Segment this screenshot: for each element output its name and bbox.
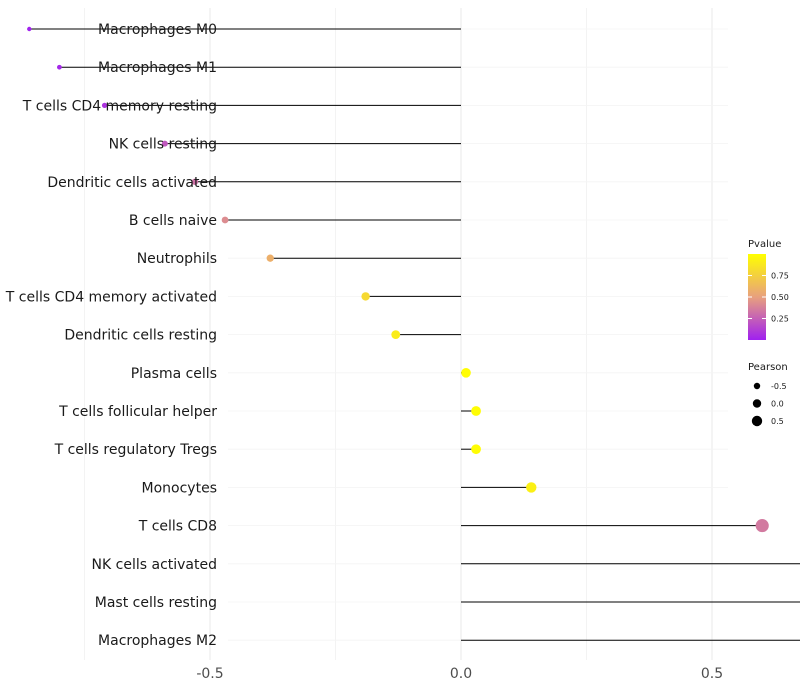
- lollipop-point: [57, 64, 62, 70]
- pearson-legend-dot: [753, 382, 761, 390]
- category-label: Dendritic cells resting: [64, 328, 217, 344]
- lollipop-point: [161, 140, 168, 147]
- category-label: Macrophages M0: [98, 22, 217, 38]
- pearson-legend-label: 0.0: [771, 400, 784, 409]
- category-label: T cells CD4 memory resting: [22, 98, 217, 114]
- pearson-legend-dot: [751, 415, 763, 427]
- category-label: Dendritic cells activated: [47, 175, 217, 191]
- lollipop-point: [471, 406, 481, 416]
- pearson-legend-label: -0.5: [771, 382, 787, 391]
- lollipop-point: [471, 444, 481, 455]
- category-label: T cells CD8: [138, 519, 217, 535]
- category-label: T cells regulatory Tregs: [54, 442, 217, 458]
- x-tick-label: -0.5: [196, 666, 223, 682]
- lollipop-point: [461, 367, 471, 378]
- lollipop-point: [101, 102, 108, 109]
- category-label: Mast cells resting: [95, 595, 217, 611]
- pvalue-legend-title: Pvalue: [748, 239, 781, 250]
- lollipop-point: [391, 330, 401, 339]
- x-tick-label: 0.0: [450, 666, 472, 682]
- category-label: B cells naive: [129, 213, 217, 229]
- category-label: Macrophages M1: [98, 60, 217, 76]
- lollipop-point: [191, 178, 199, 185]
- pearson-legend-label: 0.5: [771, 417, 784, 426]
- lollipop-stems: [29, 28, 800, 641]
- pvalue-colorbar: [748, 254, 766, 340]
- lollipop-point: [266, 254, 274, 262]
- lollipop-point: [27, 26, 32, 32]
- category-label: T cells CD4 memory activated: [5, 289, 217, 305]
- category-label: Monocytes: [142, 480, 217, 496]
- category-label: NK cells resting: [109, 137, 217, 153]
- category-label: NK cells activated: [92, 557, 217, 573]
- category-label: Neutrophils: [137, 251, 217, 267]
- category-label: T cells follicular helper: [58, 404, 217, 420]
- lollipop-point: [755, 519, 769, 533]
- lollipop-point: [221, 216, 229, 224]
- lollipop-point: [526, 482, 537, 493]
- lollipop-points: [27, 26, 769, 533]
- pvalue-legend: Pvalue 0.25 0.50 0.75: [748, 239, 789, 340]
- colorbar-tick-label: 0.25: [771, 315, 789, 324]
- category-label: Plasma cells: [131, 366, 217, 382]
- pearson-legend: Pearson -0.5 0.0 0.5: [748, 362, 788, 427]
- pearson-legend-title: Pearson: [748, 362, 788, 373]
- colorbar-tick-label: 0.50: [771, 293, 789, 302]
- colorbar-tick-label: 0.75: [771, 272, 789, 281]
- pearson-legend-dot: [752, 399, 762, 408]
- y-axis-category-labels: Macrophages M0 Macrophages M1 T cells CD4 …: [5, 22, 217, 649]
- category-label: Macrophages M2: [98, 633, 217, 649]
- lollipop-point: [361, 292, 370, 301]
- x-tick-label: 0.5: [701, 666, 723, 682]
- x-axis-tick-labels: -0.50.00.51.0: [196, 666, 723, 682]
